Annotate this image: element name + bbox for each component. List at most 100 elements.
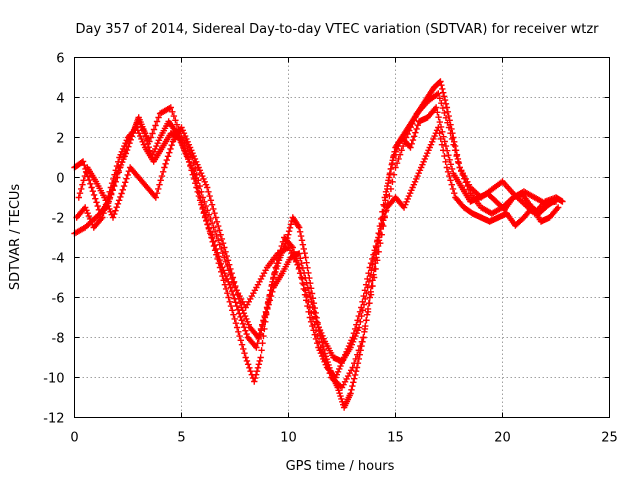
data-point: [114, 200, 122, 207]
data-point: [233, 324, 241, 331]
data-point: [349, 364, 356, 371]
data-point: [156, 181, 163, 188]
data-point: [413, 125, 420, 133]
x-tick-label: 0: [70, 431, 78, 446]
data-point: [392, 148, 400, 155]
data-point: [229, 274, 237, 281]
data-point: [185, 158, 193, 165]
data-point: [221, 270, 228, 277]
data-point: [134, 127, 141, 134]
data-point: [90, 191, 98, 199]
data-point: [199, 205, 206, 213]
data-point: [396, 151, 404, 158]
data-point: [86, 215, 94, 223]
data-point: [227, 302, 235, 310]
data-point: [351, 371, 359, 379]
data-point: [381, 194, 388, 201]
data-point: [159, 168, 167, 175]
data-point: [300, 269, 308, 277]
data-point: [289, 244, 296, 251]
data-point: [409, 184, 416, 191]
data-point: [415, 170, 422, 177]
data-point: [354, 351, 361, 358]
data-point: [251, 374, 259, 382]
data-point: [152, 145, 159, 153]
data-point: [207, 197, 215, 204]
data-point: [112, 167, 119, 174]
data-point: [552, 196, 560, 203]
data-point: [201, 178, 208, 185]
data-point: [224, 290, 231, 297]
data-point: [230, 311, 237, 318]
data-point: [202, 181, 210, 188]
data-point: [288, 242, 295, 250]
data-point: [214, 222, 222, 230]
data-point: [302, 274, 309, 281]
data-point: [266, 297, 274, 304]
data-point: [417, 164, 425, 171]
data-point: [311, 313, 319, 320]
data-point: [447, 177, 454, 184]
data-point: [446, 156, 453, 163]
data-point: [115, 197, 123, 204]
data-point: [438, 100, 445, 107]
data-point: [107, 184, 115, 191]
data-point: [361, 325, 369, 333]
data-point: [388, 160, 396, 167]
data-point: [316, 326, 324, 334]
data-point: [321, 358, 328, 365]
data-point: [217, 260, 225, 267]
data-point: [211, 242, 219, 249]
data-point: [235, 328, 242, 335]
data-point: [349, 382, 356, 390]
data-point: [153, 118, 161, 125]
y-axis-label: SDTVAR / TECUs: [8, 184, 23, 291]
data-point: [320, 335, 327, 342]
data-point: [85, 176, 93, 184]
data-point: [351, 375, 358, 382]
data-point: [97, 215, 105, 223]
data-point: [294, 261, 301, 268]
data-point: [450, 141, 457, 148]
data-point: [449, 185, 457, 193]
data-point: [365, 278, 373, 285]
x-axis-label: GPS time / hours: [286, 459, 395, 474]
data-point: [370, 255, 377, 263]
data-point: [465, 186, 473, 193]
data-point: [318, 329, 325, 337]
data-point: [157, 177, 164, 184]
data-point: [438, 82, 445, 89]
data-point: [133, 124, 140, 131]
data-point: [246, 364, 253, 371]
data-point: [264, 305, 271, 313]
data-point: [182, 148, 189, 155]
data-point: [226, 281, 233, 288]
data-point: [375, 248, 382, 255]
data-point: [138, 135, 145, 143]
data-point: [212, 245, 220, 253]
data-point: [243, 330, 250, 338]
data-point: [184, 154, 192, 161]
data-point: [404, 195, 411, 203]
data-point: [239, 320, 247, 327]
data-point: [439, 89, 447, 96]
data-point: [553, 205, 561, 213]
y-tick-label: 2: [56, 132, 64, 147]
data-point: [353, 330, 360, 337]
data-point: [188, 167, 195, 174]
data-point: [206, 192, 213, 200]
data-point: [363, 290, 370, 297]
data-point: [441, 138, 448, 145]
data-point: [443, 147, 451, 154]
data-point: [354, 327, 362, 334]
data-point: [199, 172, 206, 180]
data-point: [205, 224, 212, 231]
data-point: [158, 172, 166, 180]
data-point: [414, 172, 421, 180]
data-point: [312, 335, 320, 343]
data-point: [256, 331, 264, 338]
data-point: [225, 261, 233, 268]
data-point: [369, 261, 376, 268]
data-point: [439, 85, 446, 93]
data-point: [200, 175, 207, 183]
